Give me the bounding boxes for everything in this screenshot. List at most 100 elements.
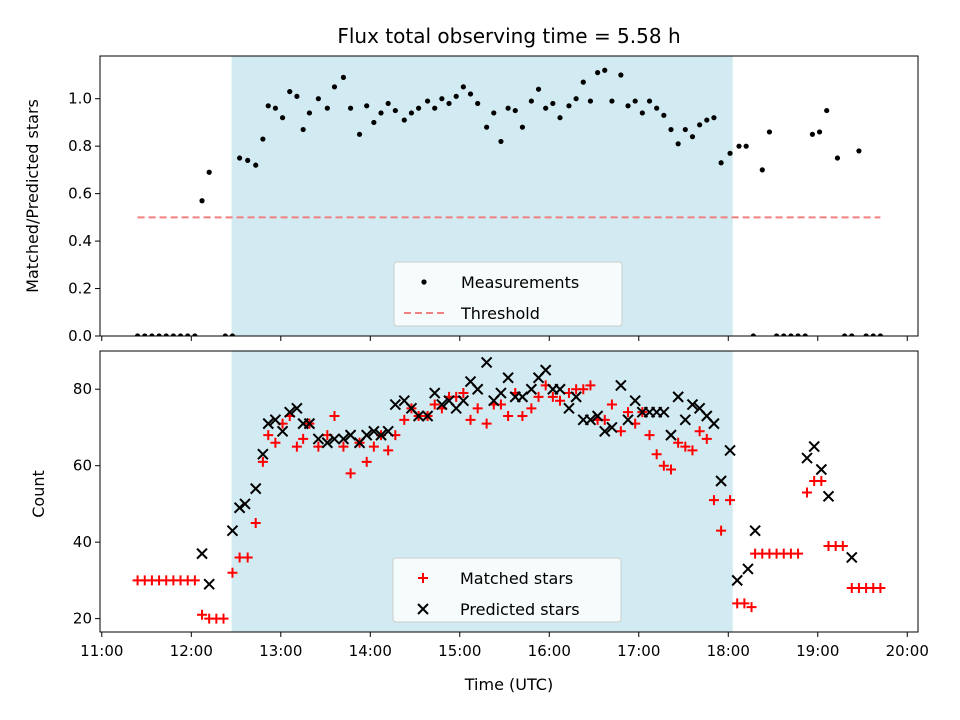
measurement-point xyxy=(781,333,787,336)
measurement-point xyxy=(237,155,243,161)
measurement-point xyxy=(229,333,236,336)
matched-star-point xyxy=(257,456,268,467)
measurement-point xyxy=(505,105,511,111)
measurement-point xyxy=(661,112,667,118)
measurement-point xyxy=(149,333,155,336)
measurement-point xyxy=(689,134,696,140)
predicted-star-point xyxy=(226,524,239,537)
bottom-legend-box xyxy=(392,557,622,623)
predicted-star-point xyxy=(742,563,754,575)
measurement-point xyxy=(519,124,526,130)
measurement-point xyxy=(618,72,624,78)
measurement-point xyxy=(331,84,338,90)
measurement-point xyxy=(142,333,148,336)
measurement-point xyxy=(595,70,601,76)
measurement-point xyxy=(446,100,452,107)
measurement-point xyxy=(364,103,370,109)
measurement-point xyxy=(824,107,830,114)
legend-label: Matched stars xyxy=(460,569,573,588)
measurement-point xyxy=(566,103,572,109)
measurement-point xyxy=(185,333,191,336)
matched-star-point xyxy=(298,433,309,444)
measurement-point xyxy=(491,110,497,116)
predicted-star-point xyxy=(312,433,325,445)
measurement-point xyxy=(877,333,884,336)
matched-star-point xyxy=(189,575,200,586)
measurement-point xyxy=(809,131,815,137)
measurement-point xyxy=(718,160,724,166)
matched-star-point xyxy=(673,437,684,448)
measurement-point xyxy=(512,107,518,114)
predicted-star-point xyxy=(599,425,611,437)
predicted-star-point xyxy=(525,383,538,395)
matched-star-point xyxy=(218,613,229,624)
predicted-star-point xyxy=(801,452,813,464)
predicted-star-point xyxy=(629,394,641,407)
measurement-point xyxy=(347,105,354,111)
legend-x-marker xyxy=(417,603,429,615)
measurement-point xyxy=(849,333,855,336)
measurement-point xyxy=(356,131,363,137)
top-legend: Measurements Threshold xyxy=(393,261,623,327)
measurement-point xyxy=(580,79,586,85)
predicted-star-point xyxy=(665,429,677,441)
matched-star-point xyxy=(429,399,440,410)
measurement-point xyxy=(528,98,534,104)
predicted-star-point xyxy=(239,498,251,510)
measurement-point xyxy=(625,103,631,109)
matched-star-point xyxy=(472,403,483,414)
measurement-point xyxy=(156,333,162,336)
measurement-point xyxy=(163,333,169,336)
predicted-star-point xyxy=(262,417,274,430)
matched-star-point xyxy=(793,548,804,559)
measurement-point xyxy=(711,115,717,121)
measurement-point xyxy=(675,141,681,147)
predicted-star-point xyxy=(389,398,402,411)
matched-star-point xyxy=(197,609,208,620)
matched-star-point xyxy=(399,414,410,425)
measurement-point xyxy=(602,67,608,73)
measurement-point xyxy=(272,105,279,111)
x-tick-label: 18:00 xyxy=(707,642,750,660)
predicted-star-point xyxy=(724,444,736,457)
measurement-point xyxy=(609,98,615,104)
matched-star-point xyxy=(701,433,712,444)
matched-star-point xyxy=(368,441,379,452)
measurement-point xyxy=(834,155,841,161)
predicted-star-point xyxy=(457,394,470,407)
measurement-point xyxy=(385,100,391,107)
measurement-point xyxy=(743,143,749,149)
matched-star-point xyxy=(651,449,662,460)
predicted-star-point xyxy=(686,398,699,411)
measurement-point xyxy=(134,333,141,336)
predicted-star-point xyxy=(382,425,394,437)
bottom-legend: Matched stars Predicted stars xyxy=(392,557,622,623)
measurement-point xyxy=(177,333,184,336)
measurement-point xyxy=(222,333,228,336)
matched-star-point xyxy=(687,445,698,456)
measurement-point xyxy=(795,333,801,336)
measurement-point xyxy=(192,333,198,336)
top-y-tick-label: 1.0 xyxy=(68,90,92,108)
matched-star-point xyxy=(802,487,813,498)
predicted-star-point xyxy=(606,421,618,434)
matched-star-point xyxy=(547,391,558,402)
predicted-star-point xyxy=(328,433,341,445)
predicted-star-point xyxy=(429,387,441,399)
matched-star-point xyxy=(517,410,528,421)
predicted-star-point xyxy=(321,437,334,449)
predicted-star-point xyxy=(284,406,296,418)
measurement-point xyxy=(416,105,422,111)
measurement-point xyxy=(766,129,773,135)
predicted-star-point xyxy=(715,475,727,487)
predicted-star-point xyxy=(539,364,552,376)
bottom-data-layer xyxy=(132,356,886,624)
measurement-point xyxy=(856,148,862,154)
matched-star-point xyxy=(665,464,676,475)
predicted-star-point xyxy=(203,578,215,590)
predicted-star-point xyxy=(337,433,350,445)
measurement-point xyxy=(802,333,808,336)
measurement-point xyxy=(704,117,710,123)
matched-star-point xyxy=(555,395,566,406)
predicted-star-point xyxy=(276,425,289,437)
